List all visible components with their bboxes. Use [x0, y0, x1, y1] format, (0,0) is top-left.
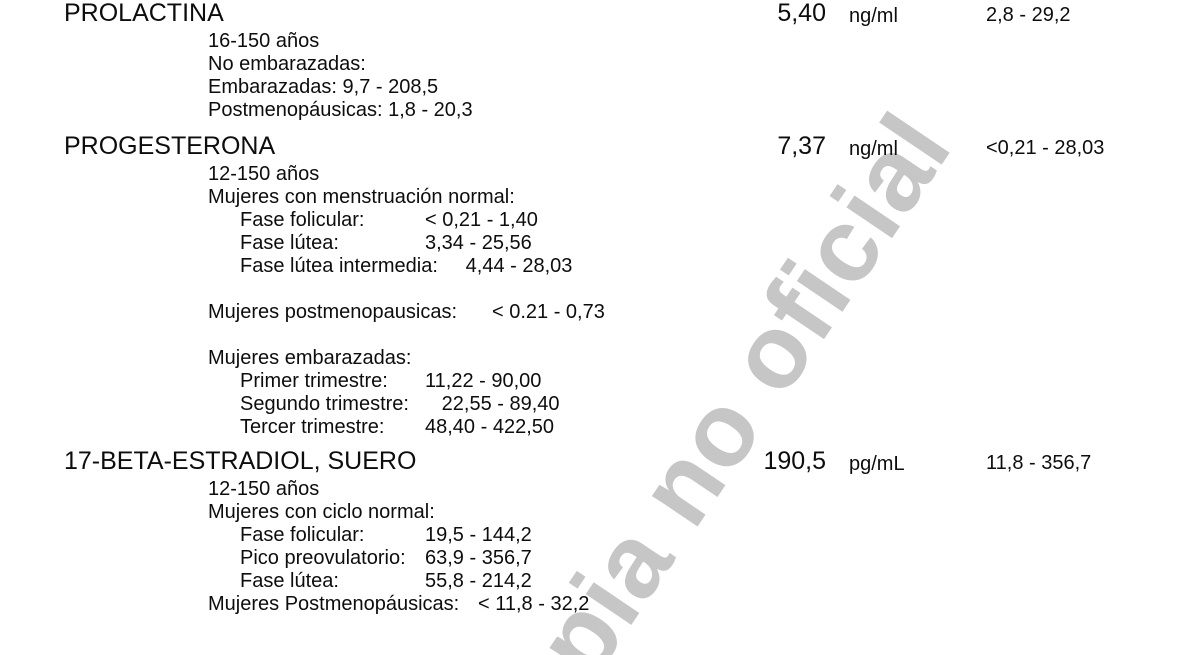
detail-text: Postmenopáusicas: 1,8 - 20,3 [208, 99, 473, 121]
detail-text: Mujeres con ciclo normal: [208, 501, 435, 523]
detail-text: Mujeres con menstruación normal: [208, 186, 515, 208]
analyte-name: PROLACTINA [64, 0, 224, 27]
detail-line: Segundo trimestre: 22,55 - 89,40 [0, 393, 1200, 416]
detail-label: Fase lútea: [240, 570, 339, 592]
reference-range: 11,8 - 356,7 [986, 452, 1092, 474]
detail-text: No embarazadas: [208, 53, 366, 75]
detail-line: Mujeres con ciclo normal: [0, 501, 1200, 524]
detail-line: 16-150 años [0, 30, 1200, 53]
detail-line: Primer trimestre: 11,22 - 90,00 [0, 370, 1200, 393]
detail-range-value: 3,34 - 25,56 [425, 232, 532, 254]
detail-label: Mujeres Postmenopáusicas: [208, 593, 460, 615]
detail-range-value: < 0.21 - 0,73 [492, 301, 605, 323]
detail-range-value: 55,8 - 214,2 [425, 570, 532, 592]
analyte-title-row: PROLACTINA 5,40 ng/ml 2,8 - 29,2 [0, 0, 1200, 30]
analyte-name: PROGESTERONA [64, 132, 276, 160]
analyte-section: 17-BETA-ESTRADIOL, SUERO 190,5 pg/mL 11,8 -… [0, 448, 1200, 616]
result-unit: ng/ml [849, 5, 898, 27]
detail-line: Mujeres con menstruación normal: [0, 186, 1200, 209]
detail-line: Mujeres embarazadas: [0, 347, 1200, 370]
result-value: 5,40 [777, 0, 826, 27]
detail-line: 12-150 años [0, 163, 1200, 186]
detail-label: Mujeres postmenopausicas: [208, 301, 458, 323]
detail-label: Primer trimestre: [240, 370, 388, 392]
detail-text: 12-150 años [208, 163, 320, 185]
analyte-section: PROLACTINA 5,40 ng/ml 2,8 - 29,2 16-150 años… [0, 0, 1200, 122]
blank-line [0, 324, 1200, 347]
detail-range-value: < 11,8 - 32,2 [478, 593, 590, 615]
detail-line: Fase lútea intermedia: 4,44 - 28,03 [0, 255, 1200, 278]
detail-line: Fase lútea: 3,34 - 25,56 [0, 232, 1200, 255]
detail-label: Fase folicular: [240, 524, 365, 546]
detail-line: Mujeres Postmenopáusicas: < 11,8 - 32,2 [0, 593, 1200, 616]
detail-range-value: 63,9 - 356,7 [425, 547, 532, 569]
reference-range: 2,8 - 29,2 [986, 4, 1071, 26]
analyte-title-row: 17-BETA-ESTRADIOL, SUERO 190,5 pg/mL 11,8 -… [0, 448, 1200, 478]
detail-line: Mujeres postmenopausicas: < 0.21 - 0,73 [0, 301, 1200, 324]
detail-line: Fase lútea: 55,8 - 214,2 [0, 570, 1200, 593]
reference-range: <0,21 - 28,03 [986, 137, 1105, 159]
detail-range-value: 48,40 - 422,50 [425, 416, 554, 438]
detail-range-value: 19,5 - 144,2 [425, 524, 532, 546]
detail-line: Postmenopáusicas: 1,8 - 20,3 [0, 99, 1200, 122]
analyte-section: PROGESTERONA 7,37 ng/ml <0,21 - 28,03 12-150… [0, 133, 1200, 439]
detail-text: Mujeres embarazadas: [208, 347, 412, 369]
blank-line [0, 278, 1200, 301]
detail-line: Embarazadas: 9,7 - 208,5 [0, 76, 1200, 99]
result-value: 190,5 [763, 447, 826, 475]
detail-line: No embarazadas: [0, 53, 1200, 76]
detail-line: 12-150 años [0, 478, 1200, 501]
result-unit: ng/ml [849, 138, 898, 160]
result-unit: pg/mL [849, 453, 905, 475]
analyte-title-row: PROGESTERONA 7,37 ng/ml <0,21 - 28,03 [0, 133, 1200, 163]
result-value: 7,37 [777, 132, 826, 160]
detail-label: Pico preovulatorio: [240, 547, 406, 569]
detail-range-value: 11,22 - 90,00 [425, 370, 542, 392]
detail-line: Tercer trimestre: 48,40 - 422,50 [0, 416, 1200, 439]
detail-label: Fase lútea intermedia: [240, 255, 438, 277]
detail-text: 12-150 años [208, 478, 320, 500]
analyte-name: 17-BETA-ESTRADIOL, SUERO [64, 447, 417, 475]
detail-label: Tercer trimestre: [240, 416, 385, 438]
detail-text: Embarazadas: 9,7 - 208,5 [208, 76, 439, 98]
detail-label: Segundo trimestre: [240, 393, 409, 415]
detail-label: Fase lútea: [240, 232, 339, 254]
detail-text: 16-150 años [208, 30, 320, 52]
detail-range-value: 22,55 - 89,40 [425, 393, 560, 415]
detail-range-value: 4,44 - 28,03 [437, 255, 573, 277]
detail-line: Fase folicular: 19,5 - 144,2 [0, 524, 1200, 547]
detail-line: Fase folicular: < 0,21 - 1,40 [0, 209, 1200, 232]
detail-line: Pico preovulatorio: 63,9 - 356,7 [0, 547, 1200, 570]
detail-range-value: < 0,21 - 1,40 [425, 209, 538, 231]
detail-label: Fase folicular: [240, 209, 365, 231]
